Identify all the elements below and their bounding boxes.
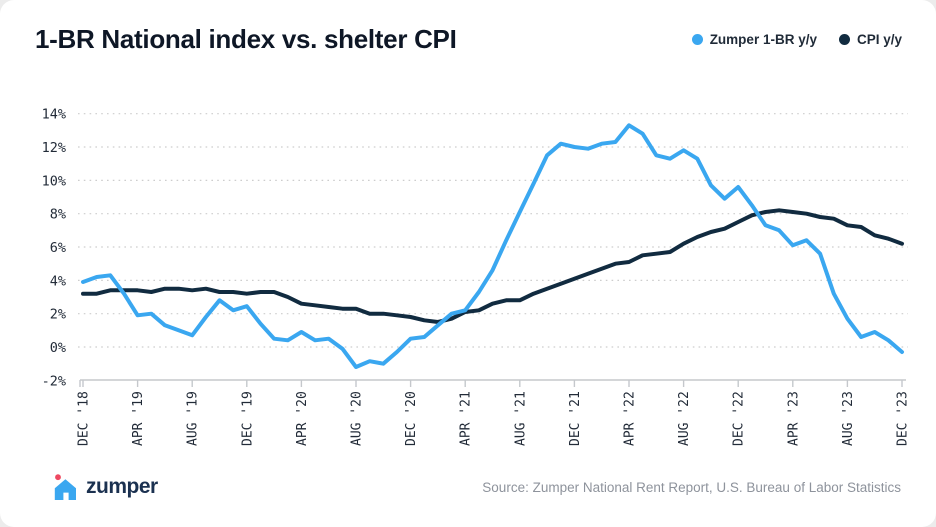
svg-text:APR '23: APR '23 bbox=[786, 391, 801, 446]
x-axis bbox=[79, 379, 906, 387]
zumper-logo: zumper bbox=[52, 473, 158, 501]
legend-label-cpi: CPI y/y bbox=[856, 32, 902, 47]
svg-text:-2%: -2% bbox=[42, 373, 66, 389]
zumper-line bbox=[81, 123, 904, 369]
svg-text:6%: 6% bbox=[50, 240, 66, 256]
svg-text:DEC '22: DEC '22 bbox=[732, 391, 747, 446]
legend: Zumper 1-BR y/y CPI y/y bbox=[691, 32, 902, 47]
svg-text:DEC '21: DEC '21 bbox=[568, 391, 583, 446]
svg-text:AUG '20: AUG '20 bbox=[350, 391, 365, 446]
svg-text:APR '19: APR '19 bbox=[131, 391, 146, 446]
cpi-series-dot-icon bbox=[838, 34, 850, 45]
svg-text:8%: 8% bbox=[50, 207, 66, 223]
svg-text:DEC '19: DEC '19 bbox=[240, 391, 255, 446]
chart-footer: zumper Source: Zumper National Rent Repo… bbox=[52, 473, 901, 501]
legend-label-zumper: Zumper 1-BR y/y bbox=[709, 32, 817, 47]
svg-text:12%: 12% bbox=[42, 140, 66, 156]
svg-text:4%: 4% bbox=[50, 273, 66, 289]
svg-text:APR '22: APR '22 bbox=[623, 391, 638, 446]
y-axis-labels: -2% 0% 2% 4% 6% 8% 10% 12% 14% bbox=[42, 107, 66, 390]
svg-text:AUG '21: AUG '21 bbox=[513, 391, 528, 446]
svg-text:2%: 2% bbox=[50, 307, 66, 323]
svg-text:DEC '18: DEC '18 bbox=[77, 391, 92, 446]
svg-text:AUG '19: AUG '19 bbox=[186, 391, 201, 446]
svg-text:APR '21: APR '21 bbox=[459, 391, 474, 446]
zumper-logo-text: zumper bbox=[86, 475, 158, 498]
zumper-series-dot-icon bbox=[691, 34, 703, 45]
svg-text:AUG '23: AUG '23 bbox=[841, 391, 856, 446]
legend-item-zumper: Zumper 1-BR y/y bbox=[691, 32, 817, 47]
svg-text:AUG '22: AUG '22 bbox=[677, 391, 692, 446]
svg-text:10%: 10% bbox=[42, 173, 66, 189]
x-axis-labels: DEC '18 APR '19 AUG '19 DEC '19 APR '20 AUG '… bbox=[77, 391, 911, 446]
chart-header: 1-BR National index vs. shelter CPI Zump… bbox=[35, 24, 902, 55]
svg-text:APR '20: APR '20 bbox=[295, 391, 310, 446]
svg-text:DEC '23: DEC '23 bbox=[896, 391, 911, 446]
legend-item-cpi: CPI y/y bbox=[838, 32, 902, 47]
svg-text:14%: 14% bbox=[42, 107, 66, 123]
svg-text:DEC '20: DEC '20 bbox=[404, 391, 419, 446]
gridlines bbox=[78, 113, 908, 348]
source-attribution: Source: Zumper National Rent Report, U.S… bbox=[482, 479, 901, 495]
svg-text:0%: 0% bbox=[50, 340, 66, 356]
zumper-house-icon bbox=[54, 474, 76, 500]
page-title: 1-BR National index vs. shelter CPI bbox=[35, 24, 457, 54]
cpi-line bbox=[81, 208, 904, 324]
